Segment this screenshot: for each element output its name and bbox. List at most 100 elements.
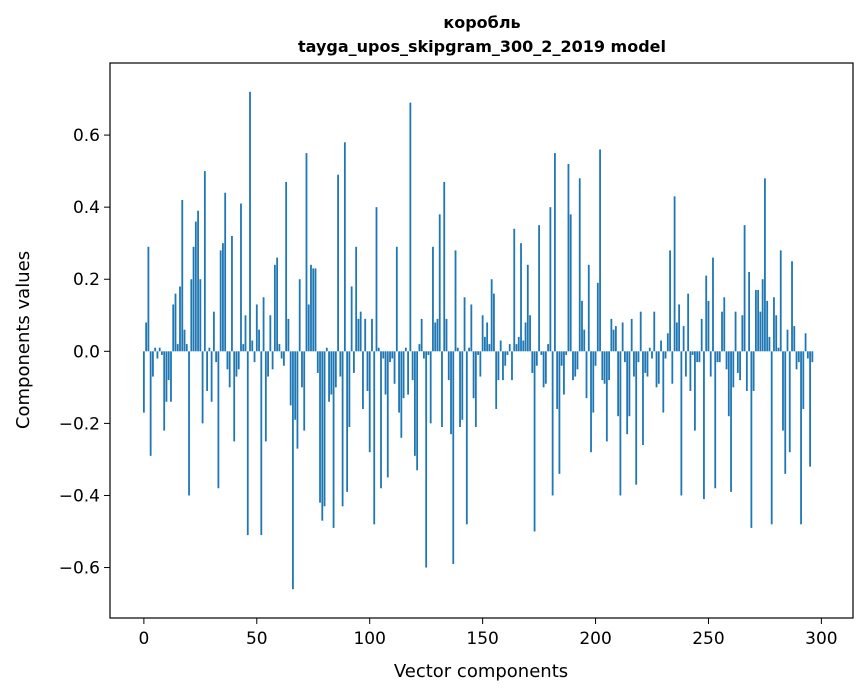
bar: [278, 344, 280, 351]
bar: [288, 319, 290, 351]
bar: [430, 351, 432, 423]
bar: [735, 312, 737, 352]
bar: [669, 250, 671, 351]
bar: [694, 351, 696, 430]
bar: [701, 319, 703, 351]
y-tick-label: −0.6: [59, 559, 100, 579]
bar: [154, 348, 156, 352]
bar: [495, 351, 497, 409]
bar: [748, 272, 750, 351]
bar: [624, 351, 626, 362]
bar: [807, 351, 809, 358]
bar: [382, 351, 384, 358]
x-axis-label: Vector components: [394, 661, 568, 682]
bar: [531, 351, 533, 373]
bar: [601, 351, 603, 380]
bar: [206, 351, 208, 391]
bar: [750, 351, 752, 528]
bar: [667, 333, 669, 351]
bar: [152, 351, 154, 376]
bar: [376, 207, 378, 351]
bar: [391, 351, 393, 358]
bar: [744, 225, 746, 351]
bar: [712, 258, 714, 352]
bar: [509, 344, 511, 351]
bar: [764, 178, 766, 351]
bar: [660, 341, 662, 352]
x-tick-label: 200: [579, 629, 611, 649]
bar: [339, 351, 341, 376]
bar: [437, 319, 439, 351]
bar: [428, 351, 430, 355]
bar: [443, 182, 445, 351]
bar: [418, 344, 420, 351]
bar: [493, 294, 495, 352]
x-tick-label: 50: [246, 629, 268, 649]
bar: [412, 351, 414, 380]
bar: [321, 351, 323, 520]
bar: [498, 351, 500, 380]
bar: [351, 286, 353, 351]
bar: [511, 351, 513, 380]
bar: [358, 319, 360, 351]
bar: [597, 283, 599, 351]
bar: [414, 351, 416, 456]
bar: [459, 351, 461, 427]
bar: [208, 348, 210, 352]
bar: [193, 247, 195, 352]
bar: [649, 348, 651, 352]
bar: [710, 351, 712, 376]
y-tick-label: 0.4: [73, 198, 100, 218]
bar: [150, 351, 152, 456]
x-tick-label: 0: [138, 629, 149, 649]
bar: [371, 319, 373, 351]
bar: [455, 250, 457, 351]
bar: [647, 351, 649, 376]
bar: [184, 330, 186, 352]
bar: [755, 290, 757, 351]
x-tick-label: 250: [692, 629, 724, 649]
bar: [766, 301, 768, 351]
bar: [796, 351, 798, 369]
bar: [588, 265, 590, 351]
bar: [258, 330, 260, 352]
bar: [328, 351, 330, 401]
bar: [398, 351, 400, 412]
bar: [348, 351, 350, 427]
bar: [446, 319, 448, 351]
bar: [450, 351, 452, 434]
bar: [552, 351, 554, 495]
bar: [378, 348, 380, 352]
bar: [254, 351, 256, 362]
chart-title: коробль: [443, 13, 520, 32]
bar: [665, 351, 667, 358]
bar: [572, 351, 574, 380]
bar: [330, 351, 332, 394]
bar: [746, 351, 748, 391]
bar: [143, 351, 145, 412]
bar: [145, 322, 147, 351]
bar: [407, 351, 409, 394]
bar: [680, 351, 682, 495]
y-axis-ticks: −0.6−0.4−0.20.00.20.40.6: [59, 126, 110, 578]
bar: [516, 344, 518, 351]
bar: [380, 351, 382, 488]
bar: [319, 351, 321, 502]
bar: [249, 92, 251, 351]
bar: [629, 351, 631, 416]
bar: [267, 351, 269, 376]
bar: [186, 344, 188, 351]
bar: [362, 351, 364, 409]
bar: [568, 164, 570, 351]
bar: [683, 326, 685, 351]
bar: [741, 315, 743, 351]
bar: [753, 351, 755, 391]
bar: [703, 351, 705, 499]
y-axis-label: Components values: [13, 251, 34, 429]
bar: [520, 243, 522, 351]
bar: [525, 322, 527, 351]
bar: [769, 337, 771, 351]
bar: [353, 351, 355, 373]
bar: [610, 319, 612, 351]
bar: [479, 351, 481, 376]
